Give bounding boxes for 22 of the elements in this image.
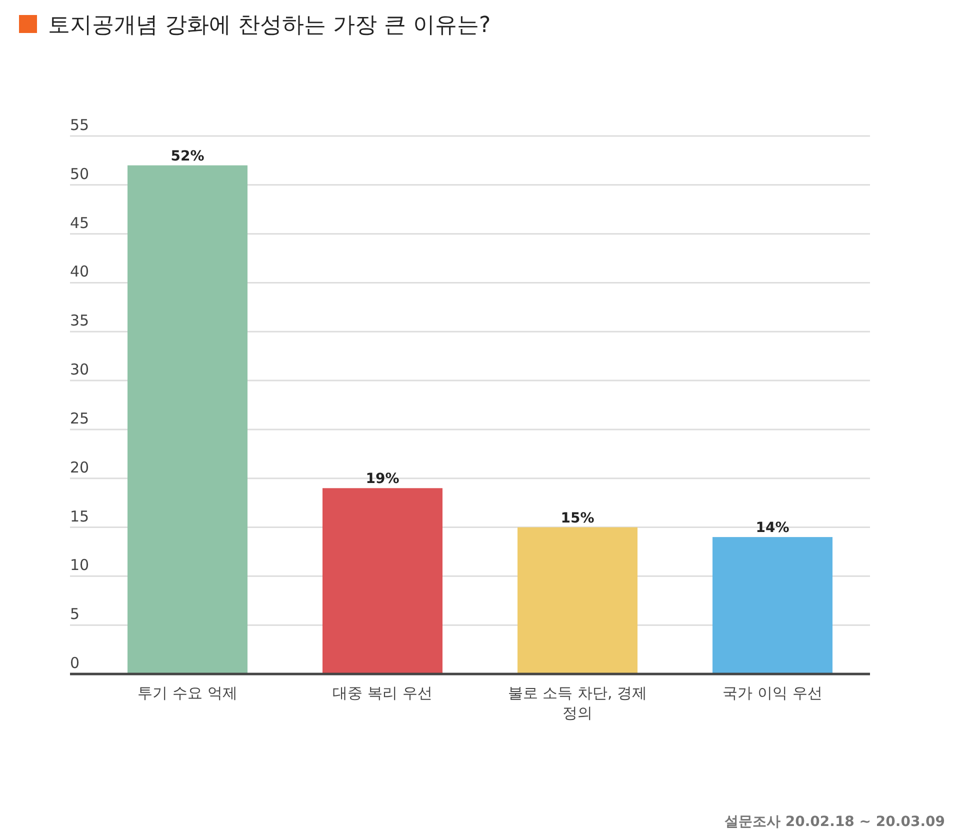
y-tick-label: 40 [70, 262, 90, 281]
y-tick-label: 15 [70, 507, 90, 526]
text: 설문조사 20.02.18 ~ 20.03.09 [724, 814, 945, 830]
y-tick-label: 10 [70, 556, 90, 574]
y-tick-label: 45 [70, 214, 90, 232]
y-tick-label: 35 [70, 312, 90, 330]
y-tick-label: 30 [70, 360, 90, 379]
y-tick-label: 20 [70, 458, 90, 476]
chart-title: 토지공개념 강화에 찬성하는 가장 큰 이유는? [48, 13, 491, 38]
y-tick-label: 50 [70, 164, 90, 183]
x-tick-label: 대중 복리 우선 [332, 684, 432, 702]
x-tick-label: 국가 이익 우선 [722, 684, 822, 702]
data-label: 52% [170, 148, 204, 164]
x-tick-label: 투기 수요 억제 [138, 684, 238, 702]
y-tick-label: 25 [70, 409, 90, 428]
data-label: 14% [756, 520, 790, 536]
data-label: 19% [366, 471, 400, 488]
y-tick-label: 55 [70, 116, 90, 134]
x-tick-label: 불로 소득 차단, 경제 정의 [508, 684, 648, 722]
y-tick-label: 0 [70, 654, 80, 672]
y-tick-label: 5 [70, 605, 80, 624]
data-label: 15% [560, 510, 594, 526]
